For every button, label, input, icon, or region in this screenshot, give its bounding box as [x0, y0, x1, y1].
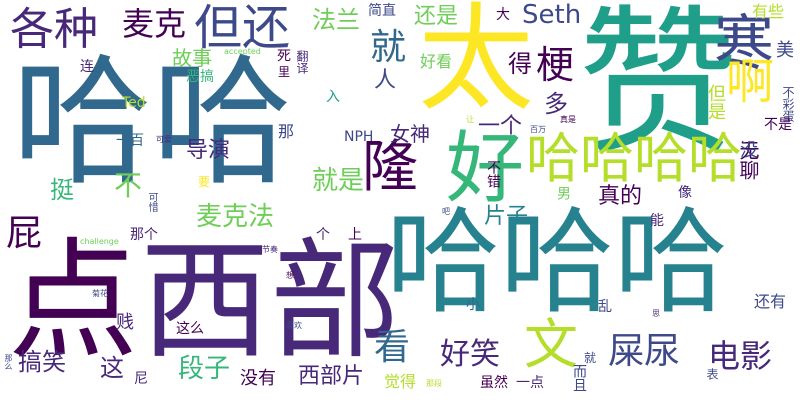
cloud-word: 各种	[10, 4, 98, 55]
cloud-word: 像	[678, 185, 692, 201]
cloud-word: 好看	[420, 52, 453, 71]
cloud-word: 哈哈哈	[386, 196, 729, 329]
cloud-word: 但还	[194, 0, 291, 56]
cloud-word: 翻译	[295, 50, 309, 74]
cloud-word: 人	[374, 68, 397, 93]
cloud-word: 看	[374, 327, 411, 368]
cloud-word: 导演	[186, 138, 231, 163]
cloud-word: 那么	[4, 354, 13, 370]
cloud-word: 思	[652, 309, 660, 318]
cloud-word: 真的	[598, 184, 643, 209]
cloud-word: 里	[278, 65, 291, 79]
cloud-word: 一个	[478, 114, 523, 139]
cloud-word: 故事	[172, 46, 212, 70]
cloud-word: 那个	[130, 227, 158, 243]
cloud-word: 哈哈	[12, 42, 293, 205]
cloud-word: 寒	[714, 9, 774, 79]
cloud-word: 麦克法	[196, 202, 275, 232]
cloud-word: 不是	[764, 117, 792, 133]
cloud-word: 大	[496, 7, 510, 23]
cloud-word: 段子	[178, 354, 231, 384]
cloud-word: 个	[316, 227, 330, 243]
cloud-word: 男	[555, 186, 571, 200]
cloud-word: 哈哈哈哈	[526, 127, 742, 190]
cloud-word: 麦克	[122, 5, 187, 43]
cloud-word: 电影	[708, 337, 773, 375]
cloud-word: 片子	[484, 204, 529, 229]
cloud-word: 可惜	[146, 192, 157, 212]
cloud-word: 表	[705, 368, 719, 380]
cloud-word: 还是	[414, 4, 459, 29]
cloud-word: 而且	[571, 364, 587, 392]
cloud-word: 文	[524, 313, 578, 376]
cloud-word: 小	[466, 297, 480, 313]
cloud-word: 美	[773, 40, 794, 58]
cloud-word: 简直	[368, 3, 396, 19]
cloud-word: 一点	[516, 375, 544, 391]
cloud-word: 但是	[705, 84, 726, 120]
cloud-word: 就是	[312, 166, 365, 196]
cloud-word: 西部片	[298, 364, 365, 389]
cloud-word: 无聊	[736, 140, 760, 180]
cloud-word: 不	[114, 169, 143, 202]
cloud-word: 那	[278, 122, 295, 141]
cloud-word: 不错	[485, 160, 501, 188]
cloud-word: 多	[544, 90, 568, 118]
cloud-word: 还有	[754, 292, 787, 311]
cloud-word: 就	[370, 27, 407, 68]
cloud-word: 百万	[530, 125, 546, 134]
cloud-word: 要	[198, 175, 211, 189]
cloud-word: 死	[275, 48, 291, 62]
cloud-word: 没	[740, 140, 758, 161]
cloud-word: 虽然	[480, 375, 508, 391]
cloud-word: challenge	[80, 237, 119, 246]
cloud-word: accepted	[224, 47, 261, 56]
cloud-word: 不彩蛋	[781, 86, 795, 122]
cloud-word: 挺	[50, 176, 74, 204]
cloud-word: 恶搞	[186, 69, 214, 85]
cloud-word: 真是	[560, 115, 576, 124]
cloud-word: 没有	[240, 368, 276, 389]
cloud-word: 就	[584, 351, 597, 365]
cloud-word: 屁	[6, 213, 43, 254]
cloud-word: 想	[286, 271, 294, 280]
cloud-word: 太	[418, 0, 534, 127]
cloud-word: 连	[80, 59, 94, 75]
cloud-word: 搞笑	[18, 348, 66, 376]
cloud-word: 让	[466, 115, 474, 124]
cloud-word: 女神	[390, 122, 430, 146]
cloud-word: 西部	[140, 225, 401, 377]
cloud-word: Ted	[122, 95, 146, 111]
cloud-word: 这	[100, 354, 124, 382]
cloud-word: 这么	[176, 321, 204, 337]
cloud-word: 点	[8, 225, 139, 377]
cloud-word: 尼	[134, 371, 148, 387]
cloud-word: 赞	[578, 0, 739, 177]
cloud-word: NPH	[344, 129, 374, 145]
cloud-word: 梗	[536, 43, 575, 87]
cloud-word: 节奏	[262, 245, 278, 254]
cloud-word: 贱	[116, 312, 134, 333]
cloud-word: 隆	[362, 135, 418, 200]
cloud-word: 喜欢	[286, 321, 302, 330]
cloud-word: 好笑	[440, 337, 500, 372]
cloud-word: 那段	[426, 379, 442, 388]
cloud-word: 可爱	[156, 135, 172, 144]
cloud-word: 有些	[752, 2, 785, 21]
cloud-word: 一百	[116, 133, 144, 149]
cloud-word: 入	[326, 89, 340, 105]
cloud-word: 觉得	[384, 372, 417, 391]
cloud-word: 吧	[442, 207, 450, 216]
cloud-word: 好	[446, 124, 525, 214]
cloud-word: 上	[348, 227, 362, 243]
cloud-word: 乱	[598, 299, 612, 315]
cloud-word: 法兰	[312, 6, 360, 34]
cloud-word: 得	[508, 50, 532, 78]
cloud-word: 屎尿	[608, 331, 681, 372]
cloud-word: Seth	[522, 0, 582, 30]
cloud-word: 能	[650, 213, 664, 229]
cloud-word: 菊花	[92, 289, 108, 298]
cloud-word: 啊	[726, 54, 775, 110]
